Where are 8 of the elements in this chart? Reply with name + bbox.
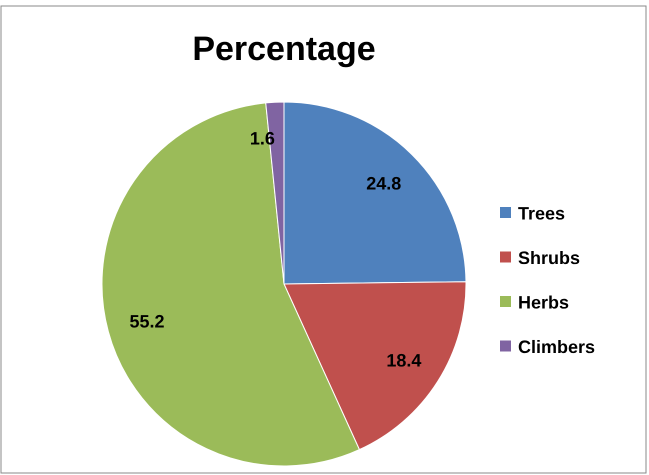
legend-label: Climbers	[518, 336, 596, 357]
data-label: 24.8	[366, 173, 402, 194]
data-label: 55.2	[129, 311, 164, 332]
chart-title: Percentage	[192, 30, 376, 68]
data-label: 18.4	[386, 350, 422, 370]
legend-label: Trees	[518, 203, 566, 224]
legend-label: Herbs	[518, 292, 570, 312]
legend-label: Shrubs	[518, 248, 580, 268]
